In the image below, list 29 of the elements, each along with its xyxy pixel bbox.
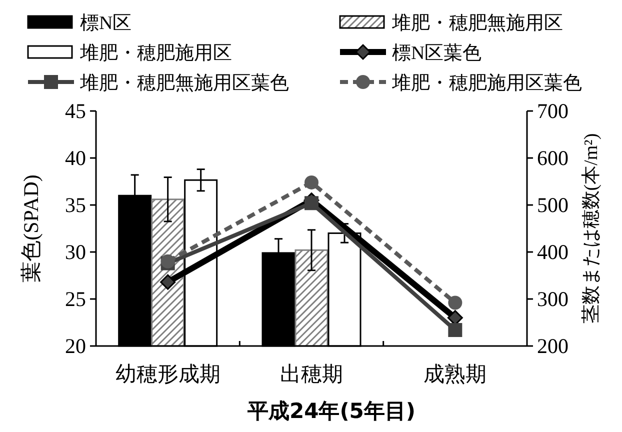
legend-label: 標N区葉色 — [392, 43, 482, 64]
y-tick-label: 40 — [65, 146, 86, 170]
y-tick-label: 30 — [65, 240, 86, 264]
y2-tick-label: 600 — [537, 146, 568, 170]
legend-label: 堆肥・穂肥施用区 — [79, 43, 232, 64]
x-tick-label: 出穂期 — [280, 362, 343, 386]
legend-label: 堆肥・穂肥無施用区 — [391, 13, 563, 34]
point — [304, 175, 318, 190]
y-tick-label: 25 — [65, 287, 86, 311]
y-tick-label: 20 — [65, 334, 86, 358]
y-tick-label: 45 — [65, 99, 86, 123]
y-axis-title: 葉色(SPAD) — [19, 174, 43, 282]
y2-axis-title: 茎数または穂数(本/m²) — [581, 133, 602, 324]
point — [448, 296, 462, 310]
x-tick-label: 成熟期 — [424, 362, 487, 386]
y2-tick-label: 300 — [537, 287, 568, 311]
y2-tick-label: 700 — [537, 99, 568, 123]
legend-label: 標N区 — [80, 13, 132, 34]
point — [448, 323, 462, 338]
x-tick-label: 幼穂形成期 — [115, 362, 220, 386]
legend-label: 堆肥・穂肥無施用区葉色 — [79, 73, 289, 94]
y2-tick-label: 400 — [537, 240, 568, 264]
y-tick-label: 35 — [65, 193, 86, 217]
point — [304, 196, 318, 210]
x-axis-title: 平成24年(5年目) — [246, 399, 416, 423]
y2-tick-label: 200 — [537, 334, 568, 358]
point — [160, 274, 176, 290]
legend-label: 堆肥・穂肥施用区葉色 — [391, 73, 582, 94]
y2-tick-label: 500 — [537, 193, 568, 217]
